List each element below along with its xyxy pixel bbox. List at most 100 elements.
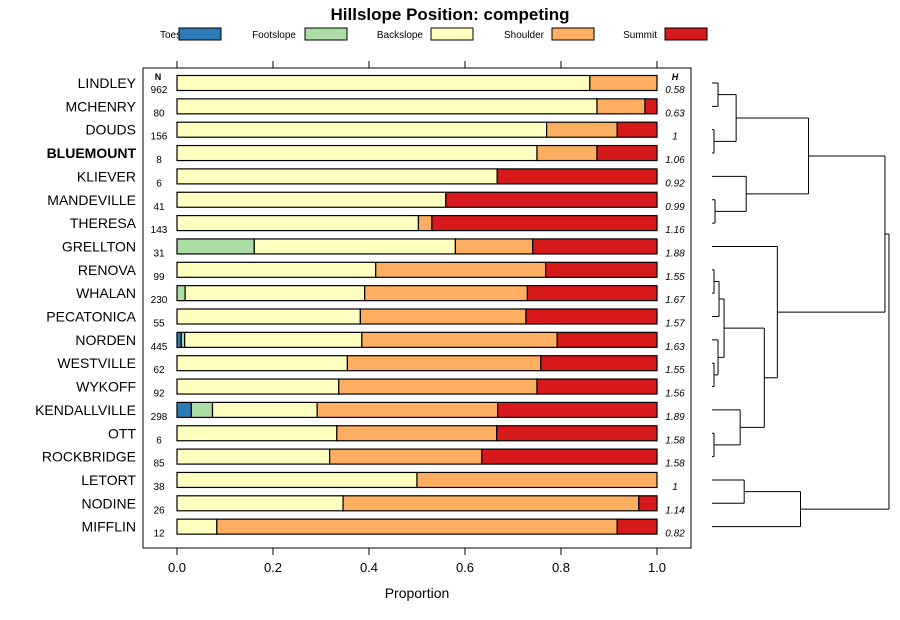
row-label: BLUEMOUNT [47, 145, 137, 161]
row-h-value: 1.58 [665, 459, 685, 470]
row-h-value: 1.14 [665, 505, 685, 516]
bar-segment-summit [638, 495, 658, 512]
x-tick-label: 0.2 [264, 560, 282, 575]
h-header: H [672, 72, 679, 82]
row-n-value: 38 [153, 482, 165, 493]
bar-segment-summit [496, 425, 658, 442]
x-axis: 0.0 0.2 0.4 0.6 0.8 1.0 [168, 548, 666, 575]
row-n-value: 99 [153, 272, 165, 283]
row-n-value: 62 [153, 365, 165, 376]
legend-swatch-summit [664, 27, 708, 41]
row-h-value: 1.06 [665, 155, 685, 166]
row-label: ROCKBRIDGE [42, 449, 136, 465]
row-label: KLIEVER [77, 168, 136, 184]
bar-segment-backslope [253, 238, 456, 255]
row-label: MCHENRY [65, 98, 136, 114]
bar-segment-toeslope [176, 401, 192, 418]
bar-segment-backslope [176, 261, 377, 278]
legend-swatch-shoulder [551, 27, 595, 41]
bar-row-theresa: THERESA 143 1.16 [70, 215, 685, 236]
legend-label-shoulder: Shoulder [504, 30, 545, 41]
row-label: WESTVILLE [57, 355, 136, 371]
legend-swatch-backslope [430, 27, 474, 41]
bar-row-ott: OTT 6 1.58 [108, 425, 685, 446]
bar-segment-shoulder [361, 331, 558, 348]
row-h-value: 0.58 [665, 85, 685, 96]
x-tick-label: 0.0 [168, 560, 186, 575]
bar-row-douds: DOUDS 156 1 [85, 121, 678, 143]
row-label: THERESA [70, 215, 137, 231]
legend-label-summit: Summit [623, 30, 657, 41]
row-n-value: 156 [151, 132, 168, 143]
row-h-value: 1 [672, 482, 678, 493]
row-label: NODINE [82, 495, 136, 511]
bar-segment-summit [616, 121, 658, 138]
row-h-value: 0.99 [665, 202, 685, 213]
bar-segment-backslope [176, 518, 218, 535]
bar-segment-shoulder [375, 261, 547, 278]
row-label: MIFFLIN [82, 519, 136, 535]
bar-segment-shoulder [338, 378, 538, 395]
bar-segment-backslope [176, 144, 538, 162]
legend-label-backslope: Backslope [377, 30, 424, 41]
bar-segment-summit [556, 331, 658, 348]
dendrogram [712, 82, 890, 528]
bar-row-pecatonica: PECATONICA 55 1.57 [46, 308, 685, 330]
row-n-value: 41 [153, 202, 165, 213]
bar-row-bluemount: BLUEMOUNT 8 1.06 [47, 144, 685, 166]
bar-row-kliever: KLIEVER 6 0.92 [77, 168, 685, 189]
bar-segment-summit [445, 191, 658, 208]
bar-row-kendallville: KENDALLVILLE 298 1.89 [35, 401, 685, 423]
row-label: PECATONICA [46, 309, 136, 325]
bar-segment-backslope [176, 98, 598, 115]
bar-segment-summit [431, 215, 658, 232]
bar-segment-backslope [176, 168, 498, 185]
bar-segment-shoulder [342, 495, 640, 512]
bar-segment-backslope [176, 425, 338, 442]
bar-segment-shoulder [536, 144, 598, 162]
legend-label-footslope: Footslope [252, 30, 296, 41]
bar-segment-backslope [176, 215, 420, 232]
row-h-value: 0.92 [665, 178, 685, 189]
row-label: MANDEVILLE [47, 192, 136, 208]
bar-segment-footslope [190, 401, 214, 418]
row-n-value: 962 [151, 85, 168, 96]
row-n-value: 6 [156, 435, 162, 446]
row-label: LETORT [81, 472, 136, 488]
row-n-value: 55 [153, 319, 165, 330]
bar-segment-shoulder [329, 448, 483, 465]
row-n-value: 8 [156, 155, 162, 166]
bar-segment-shoulder [359, 308, 527, 325]
bar-segment-summit [497, 401, 658, 418]
bar-segment-shoulder [417, 215, 433, 232]
row-n-value: 26 [153, 505, 165, 516]
bar-segment-backslope [176, 74, 591, 92]
bar-segment-backslope [176, 191, 447, 208]
row-h-value: 1.57 [665, 319, 685, 330]
row-label: RENOVA [78, 262, 137, 278]
bar-segment-summit [616, 518, 658, 535]
n-header: N [155, 72, 162, 82]
bar-row-mifflin: MIFFLIN 12 0.82 [82, 518, 685, 540]
row-n-value: 85 [153, 459, 165, 470]
row-h-value: 0.82 [665, 529, 685, 540]
x-tick-label: 0.8 [552, 560, 570, 575]
bar-row-renova: RENOVA 99 1.55 [78, 261, 685, 283]
bar-segment-backslope [184, 331, 363, 348]
bar-row-wykoff: WYKOFF 92 1.56 [76, 378, 685, 400]
bar-segment-footslope [176, 238, 255, 255]
bar-row-norden: NORDEN 445 1.63 [75, 331, 685, 353]
bar-segment-summit [525, 308, 658, 325]
bar-segment-shoulder [216, 518, 618, 535]
row-h-value: 1.63 [665, 342, 685, 353]
bar-segment-backslope [176, 471, 418, 489]
x-tick-label: 1.0 [648, 560, 666, 575]
bar-segment-backslope [211, 401, 318, 418]
bar-row-rockbridge: ROCKBRIDGE 85 1.58 [42, 448, 685, 470]
bar-segment-shoulder [316, 401, 499, 418]
bar-row-mchenry: MCHENRY 80 0.63 [65, 98, 685, 119]
row-h-value: 1.89 [665, 412, 685, 423]
row-n-value: 143 [151, 225, 168, 236]
